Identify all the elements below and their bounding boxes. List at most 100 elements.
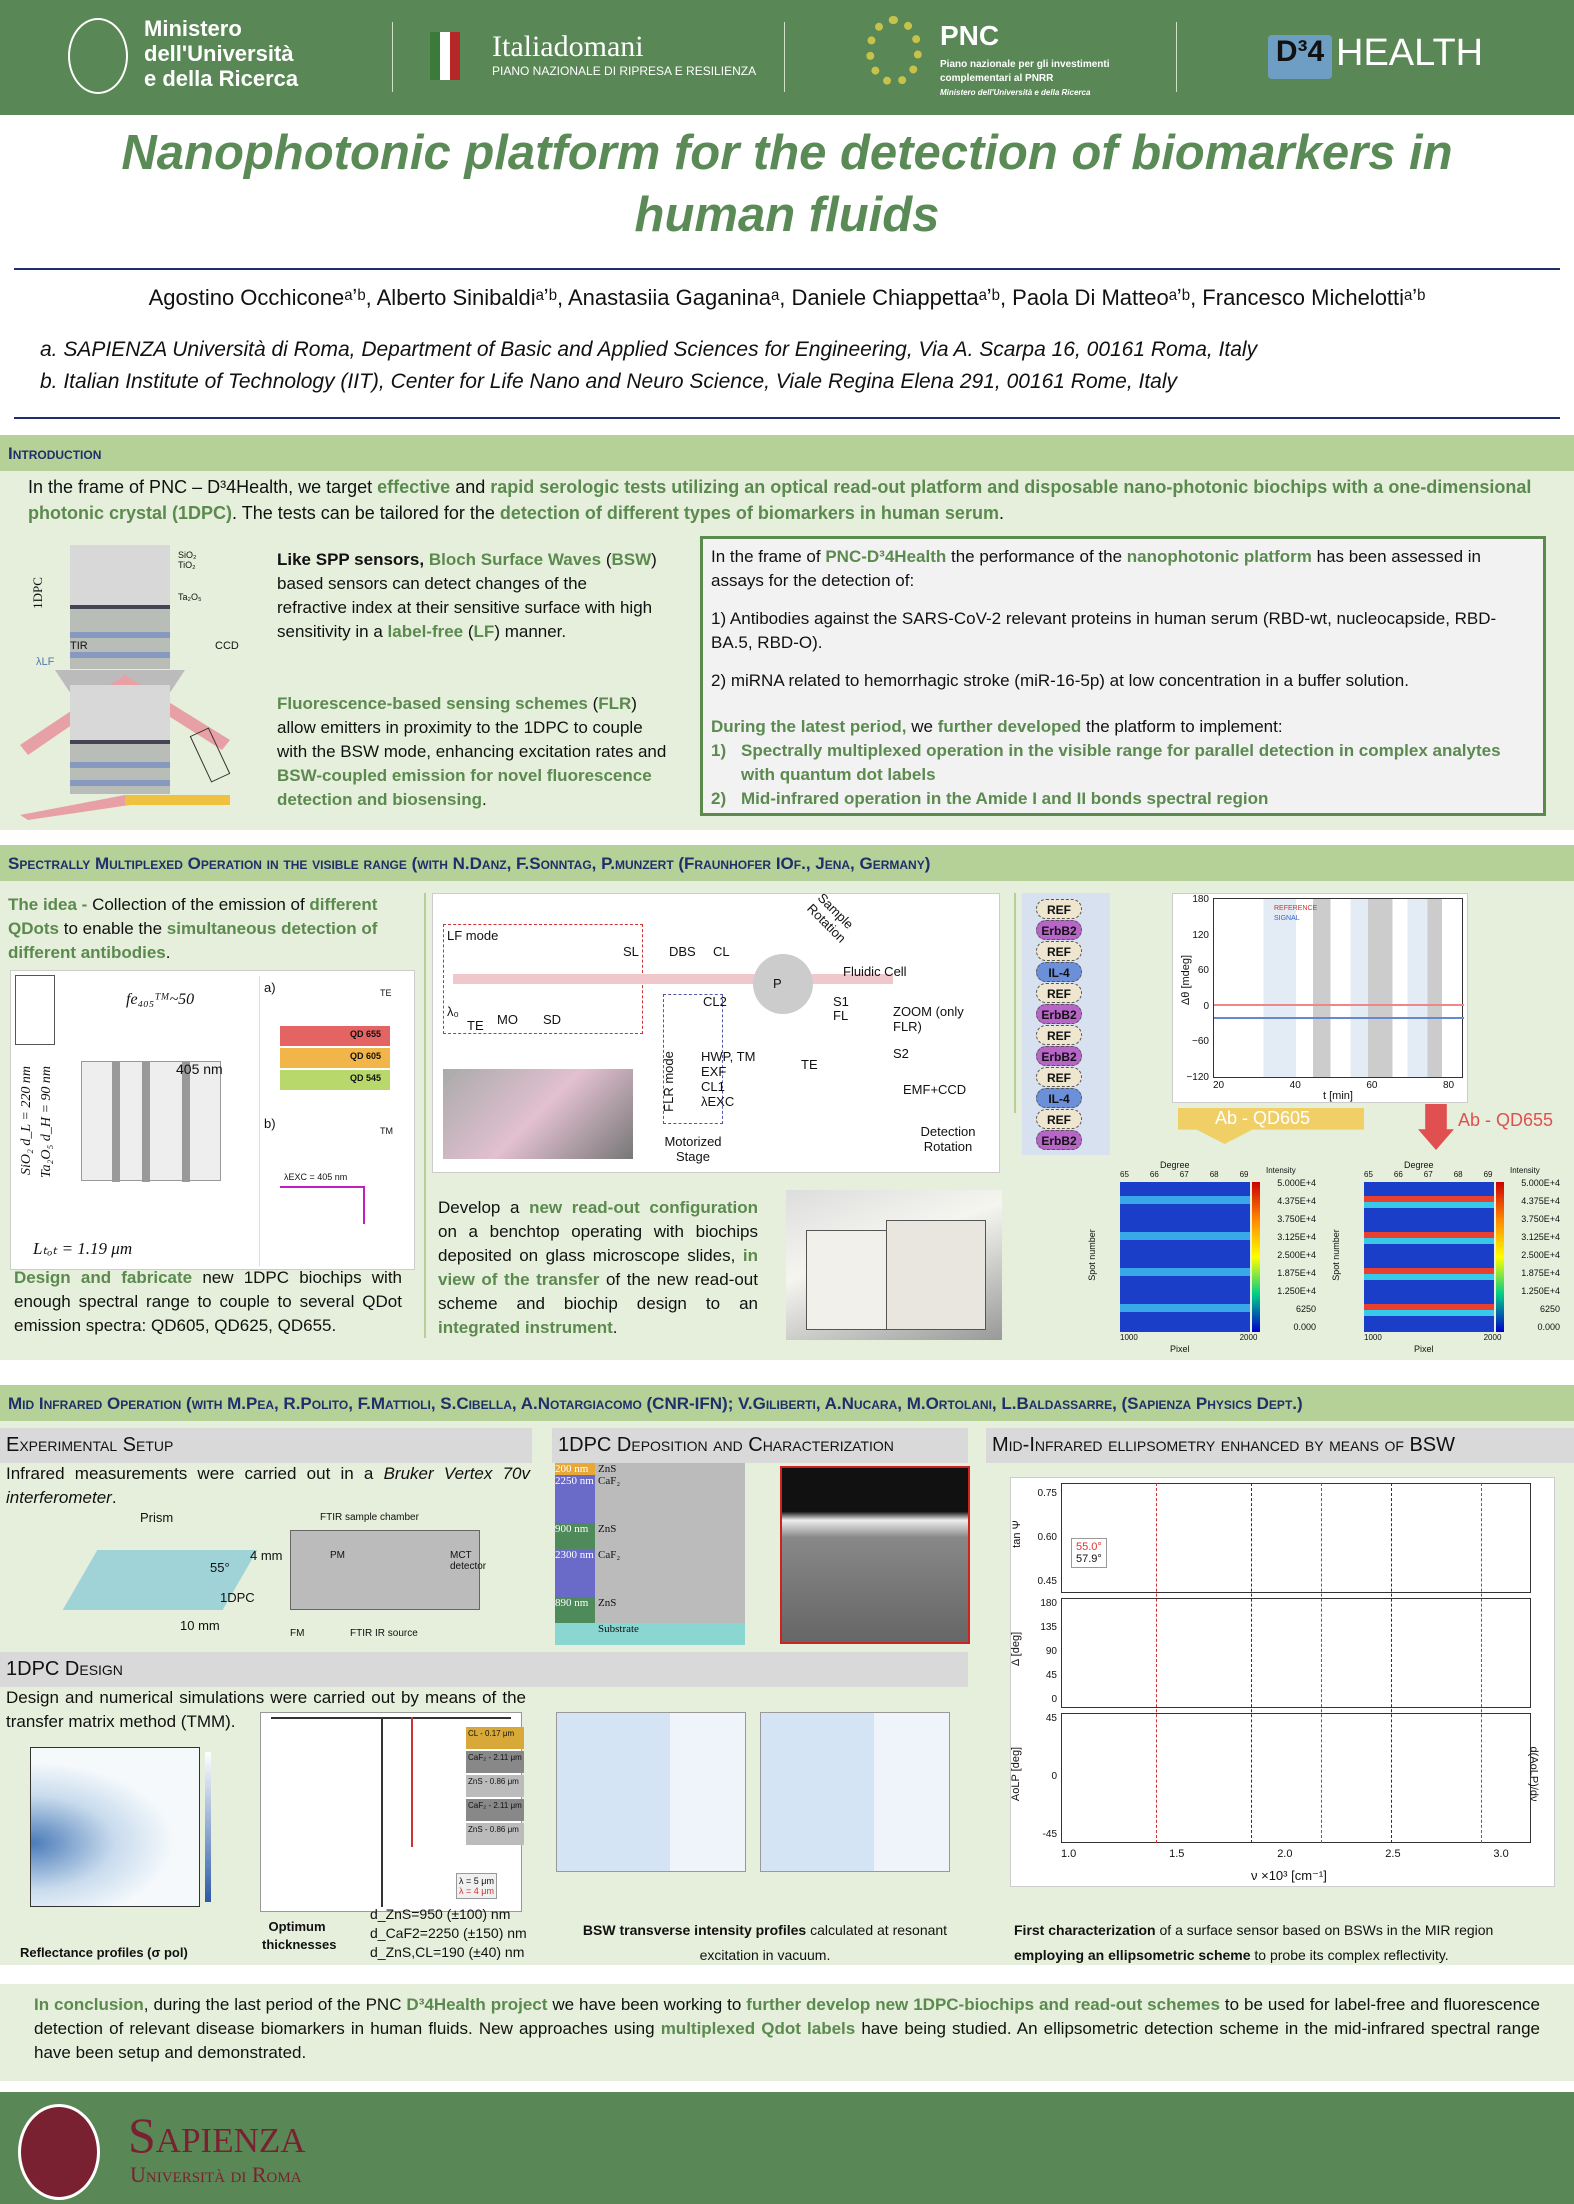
text-segment: the performance of the — [946, 547, 1127, 566]
text-segment: effective — [377, 477, 451, 497]
tick-label: 3.750E+4 — [1521, 1214, 1560, 1224]
field-profile-plot — [81, 1061, 221, 1182]
text-segment: integrated instrument — [438, 1318, 613, 1337]
box-paragraph: During the latest period, we further dev… — [711, 715, 1535, 739]
text-segment: . The tests can be tailored for the — [232, 503, 500, 523]
text-segment: of a surface sensor based on BSWs in the… — [1155, 1922, 1494, 1938]
italiadomani-sub: PIANO NAZIONALE DI RIPRESA E RESILIENZA — [492, 64, 757, 78]
tick-label: 180 — [1192, 894, 1209, 905]
text-segment: of the new read-out scheme and biochip d… — [438, 1270, 758, 1313]
box-list-item: 1) Spectrally multiplexed operation in th… — [711, 739, 1535, 787]
sapienza-seal-icon — [18, 2104, 100, 2200]
panel-b: b) — [264, 1116, 276, 1131]
text-segment: rapid serologic tests utilizing an optic… — [28, 477, 1532, 523]
sample-rotation-label: Sample Rotation — [804, 893, 857, 946]
stack-layer: CaF₂ - 2.11 μm — [466, 1799, 524, 1821]
text-segment: BSW transverse intensity profiles — [582, 1922, 807, 1938]
layer-material: CaF₂ — [595, 1549, 745, 1597]
pnc-sub: Piano nazionale per gli investimenti — [940, 59, 1110, 70]
prism-label: Prism — [140, 1510, 174, 1525]
mur-line: e della Ricerca — [144, 66, 299, 91]
layer-thickness: 2250 nm — [555, 1475, 595, 1523]
tick-label: 180 — [1040, 1598, 1057, 1609]
tick-label: 69 — [1483, 1170, 1493, 1179]
tick-label: 0.45 — [1037, 1576, 1057, 1587]
mur-line: Ministero — [144, 16, 242, 41]
box-paragraph: 1) Antibodies against the SARS-CoV-2 rel… — [711, 607, 1535, 655]
spot-ref: REF — [1036, 1109, 1082, 1129]
tick-label: 66 — [1149, 1170, 1159, 1179]
text-segment: Design and fabricate — [14, 1268, 193, 1287]
tick-label: 80 — [1443, 1080, 1455, 1091]
stage-label: Motorized Stage — [664, 1134, 722, 1164]
tick-label: 5.000E+4 — [1277, 1178, 1316, 1188]
ell-y2-label: Δ [deg] — [1010, 1631, 1023, 1667]
text-segment: Like SPP sensors, — [277, 550, 429, 569]
pnc-logo: PNC — [940, 20, 1000, 51]
ell-x-label: ν ×10³ [cm⁻¹] — [1251, 1868, 1327, 1883]
poster-title: Nanophotonic platform for the detection … — [121, 126, 1453, 242]
label-ccd: CCD — [215, 640, 239, 652]
s1-label: S1 — [833, 994, 849, 1009]
tick-label: 45 — [1045, 1670, 1057, 1681]
tick-label: 3.125E+4 — [1521, 1232, 1560, 1242]
heat-pixel-label: Pixel — [1170, 1344, 1190, 1354]
text-segment: Collection of the emission of — [92, 895, 310, 914]
text-segment: ) manner. — [494, 622, 567, 641]
layer: Substrate — [555, 1623, 745, 1645]
text-segment: . — [111, 1488, 117, 1507]
sensorgram-plot: REFERENCE SIGNAL 180 120 60 0 −60 −120 20 40 60… — [1172, 893, 1468, 1103]
text-segment: to be used for label-free and fluorescen… — [34, 1995, 1541, 2038]
d4-logo: D³4 — [1268, 35, 1332, 79]
text-segment: different QDots — [8, 895, 378, 938]
layer-material: Substrate — [595, 1623, 745, 1645]
spectral-heading: Spectrally Multiplexed Operation in the … — [0, 845, 1574, 881]
text-segment: ( — [601, 550, 612, 569]
pm-label: PM — [330, 1550, 345, 1561]
legend-57: 57.9° — [1076, 1553, 1102, 1565]
text-segment: employing an ellipsometric scheme — [1014, 1947, 1251, 1963]
tick-label: 2000 — [1239, 1333, 1258, 1342]
tick-label: 0.60 — [1037, 1532, 1057, 1543]
sl-label: SL — [623, 944, 639, 959]
pnc-sub: Ministero dell'Università e della Ricerc… — [940, 88, 1091, 97]
thickness-cl: d_ZnS,CL=190 (±40) nm — [370, 1944, 525, 1960]
flr-scheme-figure — [20, 685, 230, 820]
spot-ref: REF — [1036, 983, 1082, 1003]
wavelength-label: 405 nm — [176, 1061, 223, 1077]
text-segment: The idea - — [8, 895, 93, 914]
p-label: P — [773, 976, 782, 991]
tick-label: 67 — [1179, 1170, 1189, 1179]
ellipsometry-caption: First characterization of a surface sens… — [1014, 1918, 1564, 1968]
heatmap-qd605: Degree 65 66 67 68 69 5.000E+4 4.375E+4 3.750E… — [1080, 1160, 1320, 1355]
tick-label: 3.125E+4 — [1277, 1232, 1316, 1242]
italiadomani-logo: Italiadomani — [492, 30, 644, 63]
ellipsometry-title: Mid-Infrared ellipsometry enhanced by me… — [986, 1428, 1574, 1463]
header-banner: Ministero dell'Università e della Ricerc… — [0, 0, 1574, 115]
tick-label: 6250 — [1539, 1304, 1560, 1314]
tick-label: 6250 — [1295, 1304, 1316, 1314]
text-segment: LF — [473, 622, 495, 641]
ell-y1-label: tan Ψ — [1010, 1520, 1023, 1548]
s2-label: S2 — [893, 1046, 909, 1061]
tick-label: 1.250E+4 — [1521, 1286, 1560, 1296]
italia-flag-icon — [430, 32, 460, 80]
footer-banner: Sapienza Università di Roma — [0, 2092, 1574, 2204]
label-tio2: TiO₂ — [178, 560, 196, 570]
heat-degree-label: Degree — [1404, 1160, 1434, 1170]
tick-label: 2.5 — [1385, 1848, 1401, 1860]
text-segment: Infrared measurements were carried out i… — [6, 1464, 384, 1483]
text-segment: interferometer — [6, 1488, 112, 1507]
tick-label: 20 — [1213, 1080, 1225, 1091]
tick-label: 0 — [1051, 1694, 1057, 1705]
layer-thickness: 200 nm — [555, 1463, 595, 1475]
biochip-photo — [443, 1069, 633, 1159]
hwp-label: HWP, TM — [701, 1049, 756, 1064]
text-segment: In the frame of PNC – D³4Health, we targ… — [28, 477, 378, 497]
tick-label: 1.250E+4 — [1277, 1286, 1316, 1296]
tick-label: 90 — [1045, 1646, 1057, 1657]
tick-label: 40 — [1289, 1080, 1301, 1091]
ab-qd605-label: Ab - QD605 — [1215, 1108, 1311, 1128]
tick-label: 68 — [1453, 1170, 1463, 1179]
angle-label: 55° — [210, 1560, 230, 1575]
